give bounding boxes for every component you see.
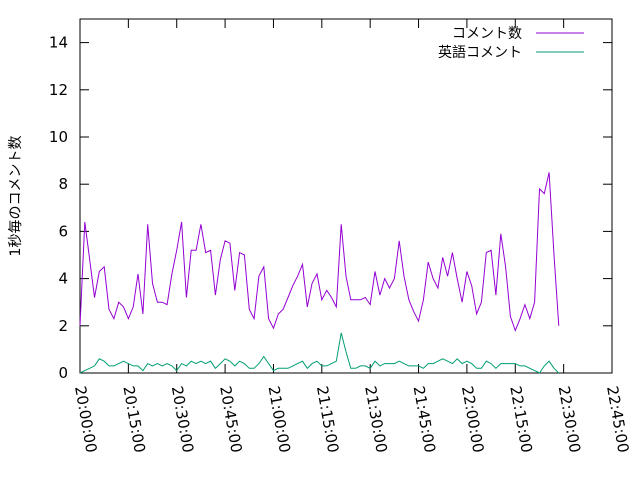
x-tick-label: 21:45:00 — [410, 385, 439, 454]
plot-frame — [79, 18, 613, 374]
x-tick-label: 20:00:00 — [71, 385, 100, 454]
series-line-2 — [79, 332, 560, 374]
series-line-1 — [79, 172, 560, 332]
x-tick-label: 22:30:00 — [555, 385, 584, 454]
x-tick-label: 22:45:00 — [603, 385, 632, 454]
y-tick-label: 2 — [58, 317, 68, 335]
x-tick-label: 20:45:00 — [216, 385, 245, 454]
x-tick-label: 20:15:00 — [119, 385, 148, 454]
y-tick-label: 10 — [49, 128, 68, 146]
x-tick-label: 22:15:00 — [506, 385, 535, 454]
y-axis-title: 1秒毎のコメント数 — [8, 136, 24, 257]
legend-label-1: コメント数 — [452, 26, 522, 42]
x-tick-label: 20:30:00 — [168, 385, 197, 454]
y-tick-label: 4 — [58, 270, 68, 288]
y-tick-label: 12 — [49, 81, 68, 99]
x-tick-label: 21:00:00 — [265, 385, 294, 454]
series-lines — [79, 172, 560, 374]
y-tick-label: 0 — [58, 364, 68, 382]
x-tick-label: 21:15:00 — [313, 385, 342, 454]
x-tick-label: 21:30:00 — [361, 385, 390, 454]
legend-label-2: 英語コメント — [438, 44, 522, 61]
y-tick-label: 14 — [49, 34, 68, 52]
y-tick-label: 6 — [58, 222, 68, 240]
y-tick-label: 8 — [58, 175, 68, 193]
x-tick-label: 22:00:00 — [458, 385, 487, 454]
